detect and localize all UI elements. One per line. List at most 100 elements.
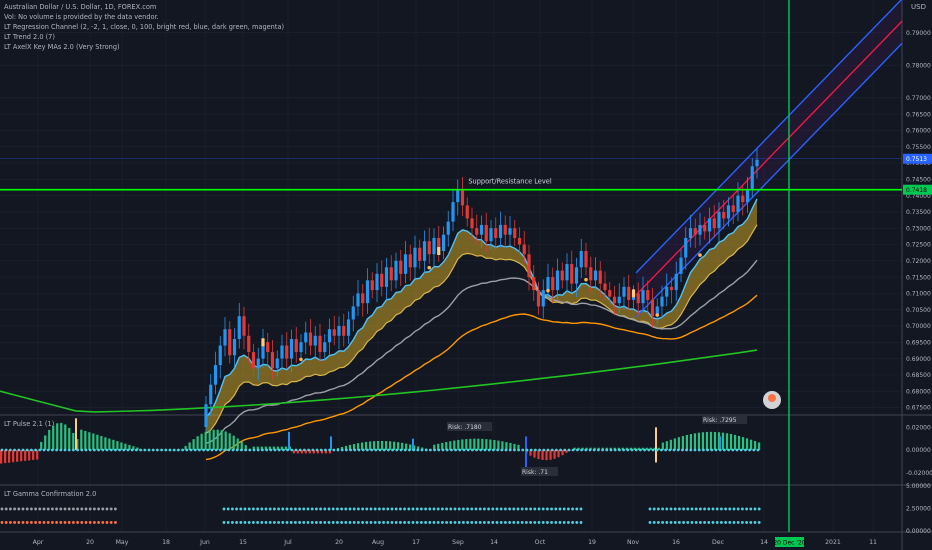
pulse-zero-dot xyxy=(219,448,222,452)
gamma-dot xyxy=(46,521,50,524)
time-tick-label: 14 xyxy=(760,539,768,546)
pulse-bar xyxy=(328,450,332,454)
candle-body xyxy=(603,283,607,291)
pulse-bar xyxy=(549,450,552,460)
pulse-bar xyxy=(372,441,376,450)
gamma-dot xyxy=(226,521,230,524)
risk-label: Risk: .7180 xyxy=(448,424,482,431)
gamma-dot xyxy=(348,521,352,524)
pulse-bar xyxy=(661,442,664,450)
pulse-bar xyxy=(481,438,484,450)
pulse-zero-dot xyxy=(450,448,453,452)
candle-body xyxy=(693,228,697,235)
pulse-bar xyxy=(224,431,227,450)
gamma-dot xyxy=(512,507,516,511)
time-tick-label: 20 xyxy=(86,539,94,546)
candle-body xyxy=(418,247,422,261)
gamma-dot xyxy=(80,507,84,511)
gamma-dot xyxy=(432,507,436,511)
gamma-dot xyxy=(256,507,259,511)
gamma-dot xyxy=(537,507,541,511)
gamma-dot xyxy=(652,507,656,511)
gamma-dot xyxy=(707,507,711,511)
candle-body xyxy=(503,224,507,235)
time-tick-label: 15 xyxy=(239,539,247,546)
gamma-dot xyxy=(445,507,448,511)
pulse-zero-dot xyxy=(4,448,8,452)
pulse-bar xyxy=(356,443,360,450)
gamma-dot xyxy=(239,521,243,524)
pulse-zero-dot xyxy=(160,448,164,452)
pulse-bar xyxy=(0,450,3,464)
pulse-bar xyxy=(232,435,235,450)
pulse-bar xyxy=(40,441,43,450)
pulse-zero-dot xyxy=(67,448,71,452)
candle-body xyxy=(441,234,446,252)
candle-body xyxy=(342,325,346,336)
pulse-zero-dot xyxy=(710,448,714,452)
price-tick-label: 0.72000 xyxy=(906,258,931,265)
pulse-zero-dot xyxy=(655,448,659,452)
candle-body xyxy=(232,339,237,356)
gamma-dot xyxy=(323,507,327,511)
pulse-zero-dot xyxy=(130,448,134,452)
candle-body xyxy=(726,205,731,219)
pulse-zero-dot xyxy=(752,448,756,452)
gamma-dot xyxy=(72,521,75,524)
pulse-zero-dot xyxy=(277,448,281,452)
candle-body xyxy=(294,339,298,353)
gamma-dot xyxy=(25,507,29,511)
gamma-dot xyxy=(76,521,79,524)
gamma-dot xyxy=(428,521,432,524)
pulse-zero-dot xyxy=(202,448,206,452)
logo-icon xyxy=(763,391,781,409)
pulse-zero-dot xyxy=(718,448,722,452)
gamma-dot xyxy=(21,507,25,511)
gamma-dot xyxy=(310,507,314,511)
pulse-zero-dot xyxy=(727,448,730,452)
pulse-zero-dot xyxy=(445,448,449,452)
candle-body xyxy=(389,267,393,281)
gamma-dot xyxy=(344,521,348,524)
gamma-dot xyxy=(449,521,453,524)
pulse-zero-dot xyxy=(609,448,613,452)
candle-body xyxy=(722,211,726,219)
ma-gray-line xyxy=(205,259,758,444)
gamma-dot xyxy=(694,521,698,524)
gamma-dot xyxy=(579,521,583,524)
gamma-dot xyxy=(97,507,100,511)
gamma-dot xyxy=(657,521,660,524)
candle-body xyxy=(280,345,284,359)
gamma-dot xyxy=(690,521,694,524)
gamma-dot xyxy=(101,521,105,524)
pulse-spike xyxy=(412,438,414,450)
gamma-dot xyxy=(571,507,574,511)
pulse-zero-dot xyxy=(601,448,604,452)
gamma-dot xyxy=(441,507,444,511)
gamma-dot xyxy=(428,507,432,511)
candle-body xyxy=(589,267,593,281)
pulse-zero-dot xyxy=(93,448,96,452)
gamma-dot xyxy=(757,521,761,524)
pulse-bar xyxy=(36,450,39,460)
gamma-dot xyxy=(462,507,465,511)
gamma-dot xyxy=(407,507,411,511)
pulse-zero-dot xyxy=(378,448,382,452)
gamma-dot xyxy=(411,507,415,511)
pulse-zero-dot xyxy=(55,448,58,452)
time-tick-label: 11 xyxy=(869,539,877,546)
pulse-bar xyxy=(385,441,388,450)
candle-body xyxy=(270,352,275,369)
pulse-bar xyxy=(461,439,464,450)
pulse-bar xyxy=(381,440,384,450)
pulse-zero-dot xyxy=(147,448,151,452)
pulse-zero-dot xyxy=(676,448,680,452)
gamma-dot xyxy=(652,521,656,524)
candle-body xyxy=(551,277,555,291)
gamma-dot xyxy=(453,521,457,524)
gamma-dot xyxy=(707,521,711,524)
candle-body xyxy=(422,241,427,261)
pulse-zero-dot xyxy=(156,448,159,452)
candle-body xyxy=(484,224,488,242)
time-tick-label: Sep xyxy=(452,539,464,546)
